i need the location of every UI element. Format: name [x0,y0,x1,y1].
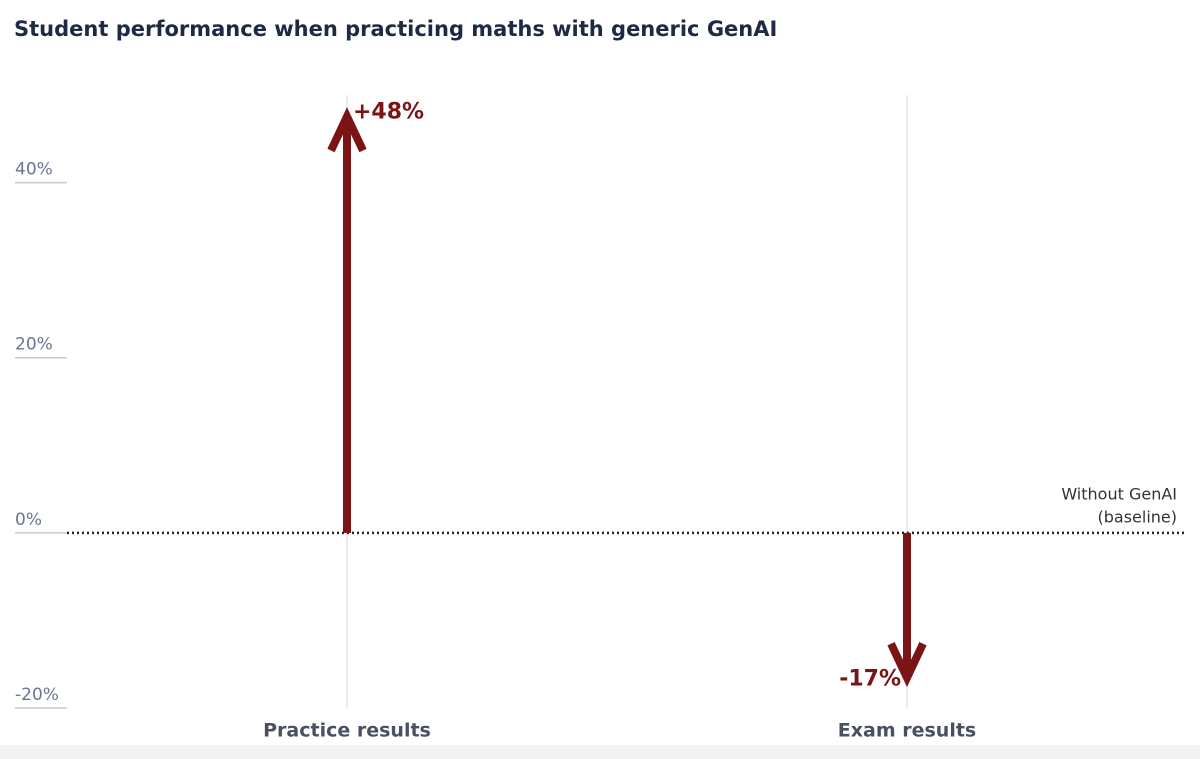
chart-title: Student performance when practicing math… [14,17,777,41]
baseline-label: (baseline) [1098,508,1178,527]
x-tick-label: Exam results [838,720,976,742]
arrow-head [887,642,927,688]
y-tick-label: 0% [15,510,42,530]
y-tick-label: 20% [15,335,53,355]
arrow-head [327,107,367,153]
x-tick-label: Practice results [263,720,431,742]
value-label: -17% [839,667,901,692]
y-tick-label: 40% [15,160,53,180]
value-label: +48% [353,100,424,125]
y-tick-label: -20% [15,685,59,705]
footer-strip [0,745,1200,759]
baseline-label: Without GenAI [1061,485,1177,504]
